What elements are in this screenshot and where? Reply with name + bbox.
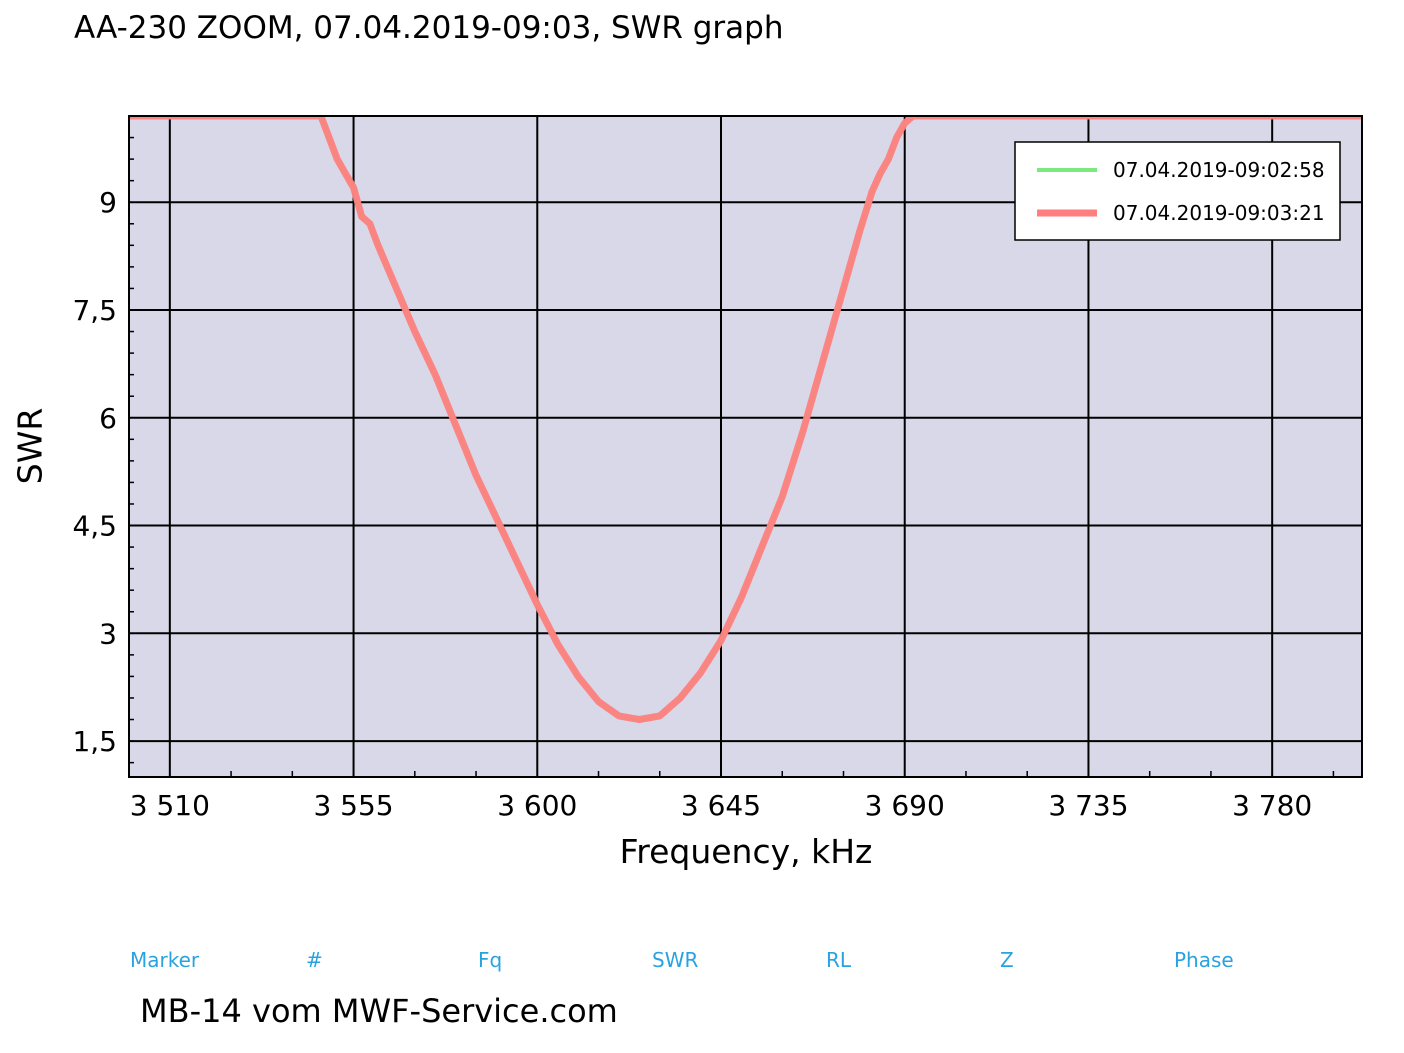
swr-column: SWR	[652, 948, 699, 972]
number-column: #	[306, 948, 323, 972]
y-tick-label: 7,5	[72, 294, 117, 327]
x-axis-label: Frequency, kHz	[619, 832, 873, 871]
x-tick-label: 3 645	[681, 789, 761, 822]
legend-box	[1014, 141, 1341, 241]
y-tick-labels: 1,5 3 4,5 6 7,5 9	[72, 186, 117, 758]
y-tick-label: 1,5	[72, 725, 117, 758]
chart-title: AA-230 ZOOM, 07.04.2019-09:03, SWR graph	[74, 10, 784, 46]
y-tick-label: 6	[99, 402, 117, 435]
legend-entry: 07.04.2019-09:02:58	[1113, 158, 1325, 182]
x-tick-label: 3 555	[313, 789, 393, 822]
y-tick-label: 4,5	[72, 510, 117, 543]
frequency-column: Fq	[478, 948, 503, 972]
legend-entry: 07.04.2019-09:03:21	[1113, 201, 1325, 225]
series-line-2	[129, 116, 1362, 723]
y-tick-label: 3	[99, 617, 117, 650]
x-tick-label: 3 735	[1048, 789, 1128, 822]
y-tick-label: 9	[99, 186, 117, 219]
x-tick-labels: 3 510 3 555 3 600 3 645 3 690 3 735 3 780	[130, 789, 1313, 822]
marker-column: Marker	[130, 948, 200, 972]
return-loss-column: RL	[826, 948, 852, 972]
x-tick-label: 3 600	[497, 789, 577, 822]
y-axis-label: SWR	[10, 407, 50, 485]
x-tick-label: 3 510	[130, 789, 210, 822]
x-tick-label: 3 690	[865, 789, 945, 822]
impedance-column: Z	[1000, 948, 1014, 972]
series-layer	[129, 116, 1362, 723]
footer-text: MB-14 vom MWF-Service.com	[140, 992, 618, 1030]
x-tick-label: 3 780	[1232, 789, 1312, 822]
marker-table-header: Marker # Fq SWR RL Z Phase	[0, 948, 1404, 974]
legend: 07.04.2019-09:02:58 07.04.2019-09:03:21	[1014, 141, 1341, 241]
phase-column: Phase	[1174, 948, 1234, 972]
plot-frame	[128, 115, 1363, 778]
